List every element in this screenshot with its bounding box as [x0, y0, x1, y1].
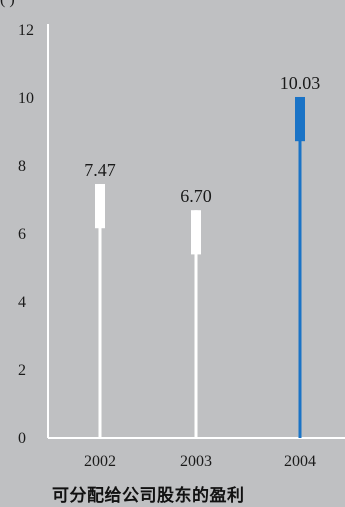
y-tick-label: 6 — [18, 226, 26, 243]
chart-title: 可分配给公司股东的盈利 — [52, 486, 245, 506]
value-label: 7.47 — [84, 160, 116, 180]
bar — [95, 184, 105, 229]
x-tick-label: 2002 — [84, 453, 116, 470]
y-tick-label: 8 — [18, 158, 26, 175]
bar — [191, 210, 201, 255]
value-labels: 7.47 6.70 10.03 — [84, 73, 320, 206]
y-tick-label: 0 — [18, 430, 26, 447]
y-tick-label: 4 — [18, 294, 26, 311]
bar — [295, 96, 305, 142]
x-tick-label: 2003 — [180, 453, 212, 470]
y-tick-label: 2 — [18, 362, 26, 379]
partial-unit-label: ( ) — [0, 0, 15, 9]
bar-series — [95, 96, 305, 438]
x-axis-labels: 2002 2003 2004 — [84, 453, 316, 470]
y-tick-label: 10 — [18, 90, 34, 107]
value-label: 10.03 — [280, 73, 321, 93]
y-axis-ticks: 0 2 4 6 8 10 12 — [18, 22, 34, 447]
x-tick-label: 2004 — [284, 453, 316, 470]
y-tick-label: 12 — [18, 22, 34, 39]
value-label: 6.70 — [180, 186, 212, 206]
